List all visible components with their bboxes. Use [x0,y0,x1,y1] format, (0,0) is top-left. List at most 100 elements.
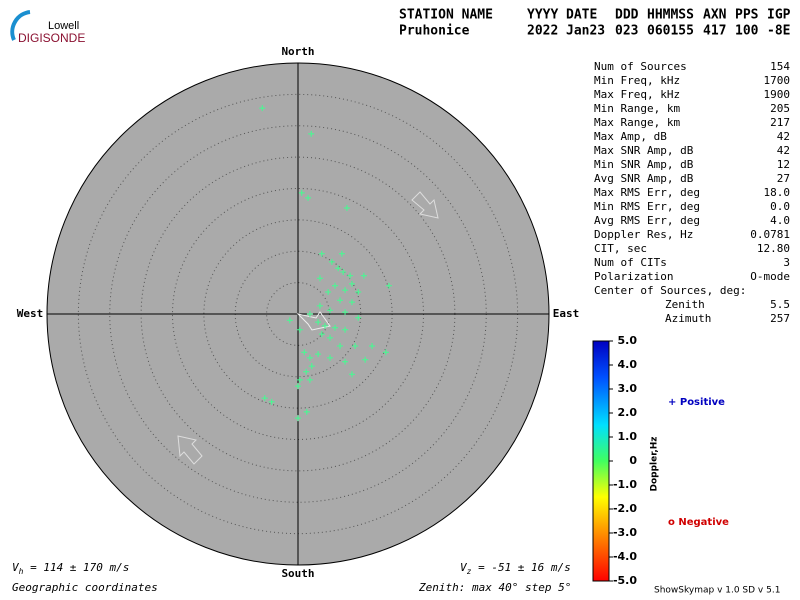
stat-value: 0.0781 [750,228,790,241]
source-point [318,331,325,338]
stat-label: Max Amp, dB [594,130,667,143]
vh-label: Vh = 114 ± 170 m/s [12,561,129,576]
source-point [327,334,334,341]
source-point [298,189,305,196]
direction-arrow [177,435,203,465]
source-point [348,371,355,378]
header-column: DATE [566,8,597,23]
vh-text: = 114 ± 170 m/s [23,561,129,574]
logo-swoosh [10,10,31,41]
west-label: West [17,307,44,320]
source-point [332,324,339,331]
source-point [295,383,301,390]
source-point [327,354,334,361]
header-value: Pruhonice [399,24,470,39]
header-value: -8E [767,24,790,39]
source-point [295,415,301,422]
legend-positive: + Positive [668,397,725,408]
stat-value: 217 [770,116,790,129]
stat-value: 5.5 [770,298,790,311]
header-value: 023 [615,24,638,39]
source-point [327,307,334,314]
source-point [308,363,315,370]
stat-value: 42 [777,144,790,157]
source-point [348,280,355,287]
source-point [308,130,315,137]
stat-value: 257 [770,312,790,325]
source-point [303,368,310,375]
source-point [382,349,389,356]
source-point [340,268,347,275]
stat-value: 42 [777,130,790,143]
colorbar [592,340,610,582]
source-point [337,297,344,304]
vh-symbol: V [12,561,20,574]
colorbar-tick-label: 5.0 [618,334,638,347]
stat-label: Doppler Res, Hz [594,228,693,241]
source-point [347,272,354,279]
colorbar-tick-label: 3.0 [618,382,638,395]
colorbar-tick-label: 2.0 [618,406,638,419]
source-point [337,343,344,350]
stat-value: 154 [770,60,790,73]
source-point [342,287,349,294]
colorbar-tick-label: -2.0 [613,502,637,515]
stat-label: Min SNR Amp, dB [594,158,694,171]
header-column: AXN [703,8,727,23]
source-point [343,204,350,211]
source-point [332,282,339,289]
header-value: 417 [703,24,726,39]
source-point [321,322,328,329]
colorbar-tick-label: 1.0 [618,430,638,443]
colorbar-title: Doppler,Hz [650,436,660,491]
vh-sub: h [19,567,24,576]
vz-label: Vz = -51 ± 16 m/s [460,561,571,576]
header-column: IGP [767,8,791,23]
source-point [342,358,349,365]
center-title: Center of Sources, deg: [594,284,746,297]
colorbar-tick-label: -1.0 [613,478,637,491]
stat-label: Zenith [665,298,705,311]
source-point [315,319,322,326]
source-point [305,194,312,201]
logo-bottom: DIGISONDE [18,31,85,45]
source-point [342,309,349,316]
stat-value: 18.0 [764,186,791,199]
stat-value: 12.80 [757,242,790,255]
center-arrow [296,311,331,331]
version: ShowSkymap v 1.0 SD v 5.1 [654,586,780,596]
source-point [301,349,308,356]
source-point [355,314,362,321]
south-label: South [281,567,314,580]
source-point [315,351,322,358]
header-column: STATION NAME [399,8,493,23]
stat-value: 4.0 [770,214,790,227]
source-point [259,105,266,112]
legend-negative: o Negative [668,517,729,528]
source-point [355,289,362,296]
colorbar-tick-label: 0 [629,454,637,467]
source-point [316,302,323,309]
source-point [328,258,335,265]
source-point [306,311,313,317]
stat-label: Min Freq, kHz [594,74,680,87]
stat-label: Min Range, km [594,102,680,115]
stat-label: Max RMS Err, deg [594,186,700,199]
source-point [303,408,310,415]
header-value: Jan23 [566,24,605,39]
stat-label: Num of Sources [594,60,687,73]
stat-label: Azimuth [665,312,711,325]
source-point [348,299,355,306]
north-label: North [281,45,314,58]
header-value: 060155 [647,24,694,39]
source-point [338,250,345,257]
source-point [362,356,369,363]
zenith-note: Zenith: max 40° step 5° [418,581,571,594]
vz-text: = -51 ± 16 m/s [471,561,570,574]
stat-label: Polarization [594,270,673,283]
source-point [352,343,359,350]
stat-value: 205 [770,102,790,115]
source-point [369,343,376,350]
stat-label: Max Freq, kHz [594,88,680,101]
east-label: East [553,307,580,320]
